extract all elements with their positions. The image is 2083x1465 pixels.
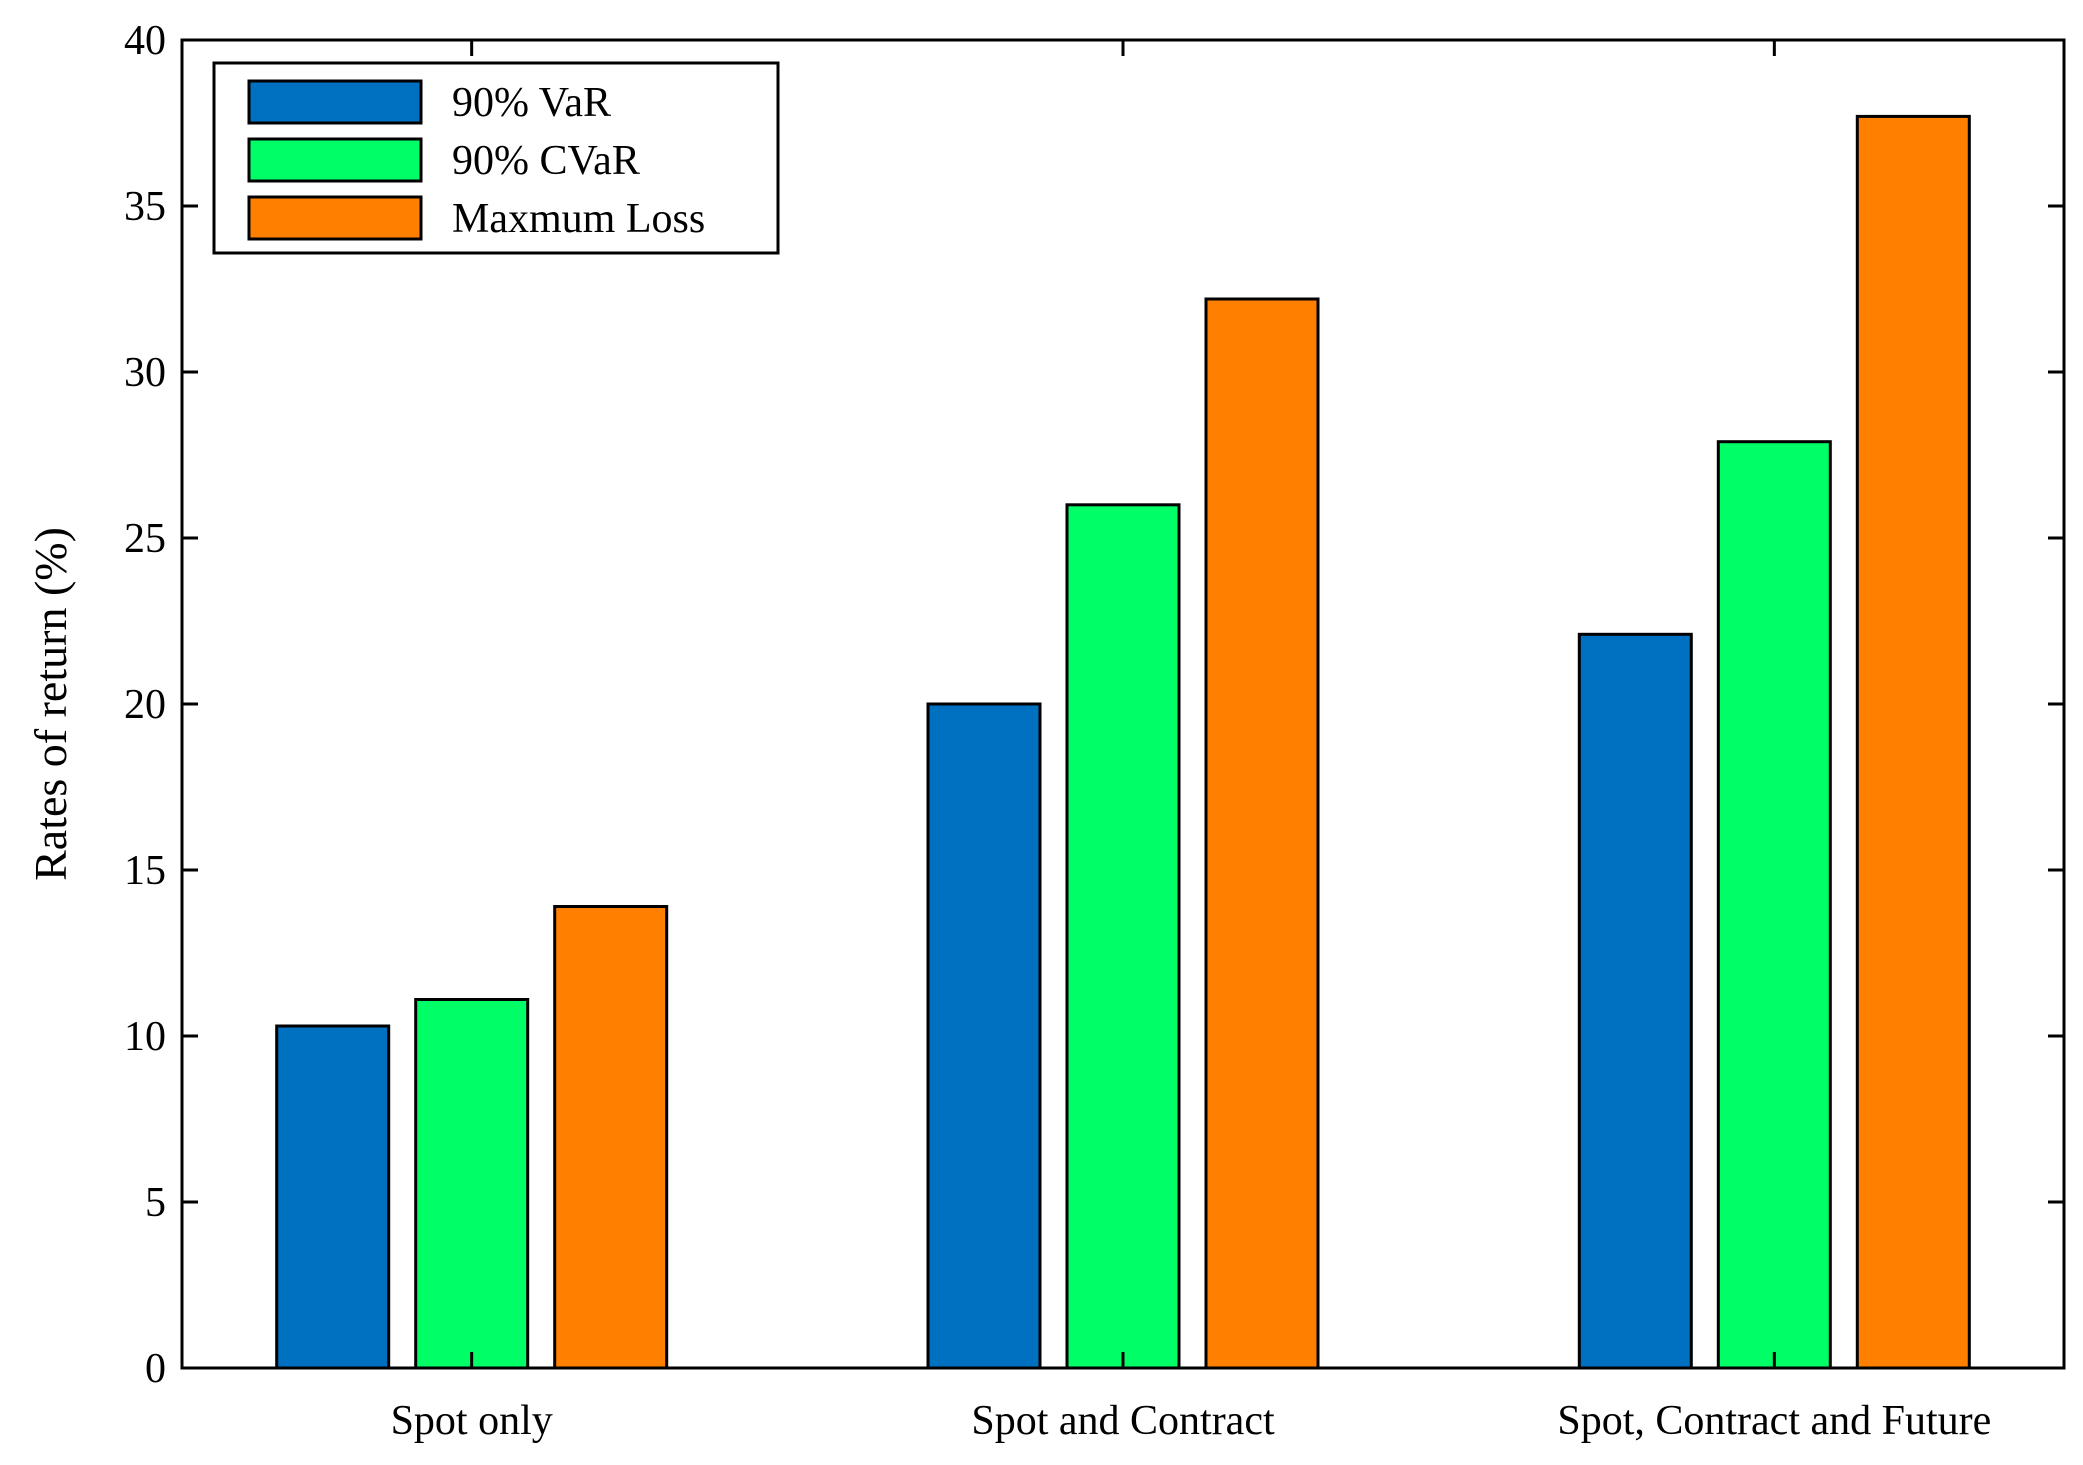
y-axis-label: Rates of return (%) <box>25 527 76 881</box>
legend-label-3: Maxmum Loss <box>452 196 705 242</box>
legend-items: 90% VaR 90% CVaR Maxmum Loss <box>247 79 705 242</box>
x-tick-label: Spot and Contract <box>971 1398 1275 1444</box>
bar-1-category-1 <box>275 1024 391 1370</box>
bar-2-category-3 <box>1716 440 1832 1370</box>
y-tick-label: 35 <box>124 184 166 230</box>
bar-3-category-2 <box>1204 297 1320 1370</box>
labels-layer: Spot only Spot and Contract Spot, Contract… <box>124 18 1991 1444</box>
x-tick-label: Spot only <box>391 1398 553 1444</box>
y-tick-label: 30 <box>124 350 166 396</box>
plot-frame <box>180 38 2066 1370</box>
bar-2-category-1 <box>414 998 530 1370</box>
bar-3-category-1 <box>553 905 669 1370</box>
bar-1-category-2 <box>926 702 1042 1370</box>
y-tick-label: 25 <box>124 516 166 562</box>
y-tick-label: 10 <box>124 1014 166 1060</box>
legend-swatch-3 <box>247 195 423 241</box>
y-tick-label: 5 <box>145 1180 166 1226</box>
y-tick-label: 20 <box>124 682 166 728</box>
bar-3-category-3 <box>1855 114 1971 1370</box>
legend: 90% VaR 90% CVaR Maxmum Loss <box>212 61 780 255</box>
y-tick-label: 15 <box>124 848 166 894</box>
bar-1-category-3 <box>1577 632 1693 1370</box>
y-tick-label: 40 <box>124 18 166 64</box>
y-tick-label: 0 <box>145 1346 166 1392</box>
bar-2-category-2 <box>1065 503 1181 1370</box>
legend-swatch-2 <box>247 137 423 183</box>
x-tick-label: Spot, Contract and Future <box>1557 1398 1991 1444</box>
legend-label-1: 90% VaR <box>452 80 611 126</box>
bars-layer <box>275 114 1971 1370</box>
legend-swatch-1 <box>247 79 423 125</box>
legend-label-2: 90% CVaR <box>452 138 640 184</box>
